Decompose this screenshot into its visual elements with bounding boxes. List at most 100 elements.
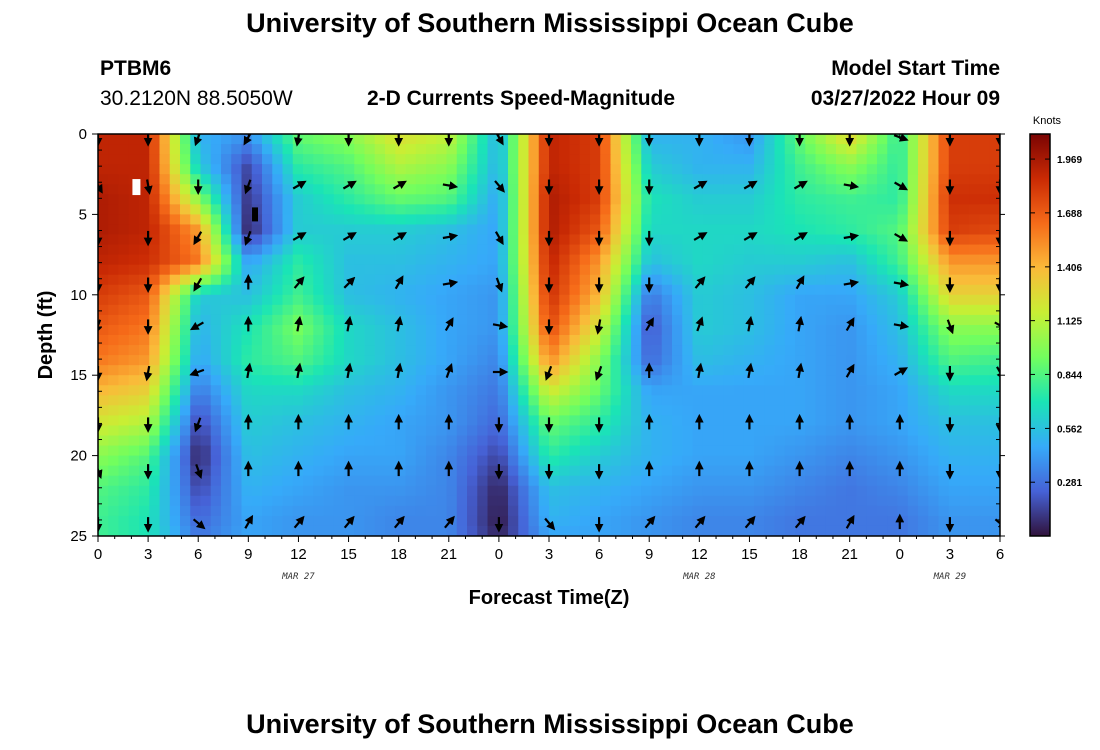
heat-cell [549,415,560,427]
heat-cell [190,314,202,326]
heat-cell [651,314,663,326]
heat-cell [692,304,704,316]
heat-cell [610,375,622,386]
heat-cell [303,465,314,477]
heat-cell [733,314,745,326]
heat-cell [282,154,294,165]
heat-cell [405,425,417,437]
current-arrow [695,316,704,332]
heat-cell [846,455,858,467]
heat-cell [405,375,417,386]
heat-cell [262,465,273,477]
heat-cell [149,495,161,507]
heat-cell [456,194,468,205]
heat-cell [815,355,827,366]
heat-cell [497,495,509,507]
heat-cell [436,144,448,155]
heat-cell [969,385,981,396]
heat-cell [600,244,612,256]
heat-cell [682,234,694,246]
heat-cell [169,284,181,296]
heat-cell [620,184,632,195]
heat-cell [159,505,171,517]
heat-cell [743,294,755,306]
heat-cell [856,224,868,236]
heat-cell [241,355,253,366]
heat-cell [795,184,806,195]
heat-cell [190,345,202,356]
heat-cell [907,455,919,467]
heat-cell [159,154,171,165]
heat-cell [518,525,530,536]
current-arrow [344,315,354,332]
heat-cell [518,485,530,497]
heat-cell [877,375,888,386]
heat-cell [815,515,827,527]
heat-cell [825,445,837,457]
heat-cell [333,214,345,226]
heat-cell [979,475,991,487]
heat-cell [897,335,909,346]
heat-cell [682,335,694,346]
heat-cell [241,385,253,396]
heat-cell [354,224,366,236]
heat-cell [108,385,120,396]
heat-cell [784,314,796,326]
heat-cell [333,204,345,215]
heat-cell [467,324,478,336]
heat-cell [590,435,601,447]
heat-cell [262,395,273,406]
heat-cell [743,345,755,356]
current-arrow [344,362,354,379]
heat-cell [251,174,263,185]
heat-cell [754,425,765,437]
heat-cell [210,314,222,326]
heat-cell [836,485,847,497]
heat-cell [590,204,601,215]
heat-cell [221,144,232,155]
heat-cell [600,405,612,416]
heat-cell [733,134,745,145]
heat-cell [979,204,991,215]
heat-cell [620,425,632,437]
heat-cell [754,284,765,296]
heat-cell [128,445,140,457]
heat-cell [426,525,437,536]
heat-cell [395,294,407,306]
heat-cell [631,204,642,215]
heat-cell [344,385,355,396]
heat-cell [446,355,458,366]
heat-cell [313,184,325,195]
heat-cell [497,405,509,416]
heat-cell [979,184,991,195]
heat-cell [897,174,909,185]
heat-cell [200,304,212,316]
heat-cell [210,134,222,145]
heat-cell [877,525,888,536]
heat-cell [128,224,140,236]
heat-cell [764,385,776,396]
heat-cell [323,224,335,236]
heat-cell [354,495,366,507]
heat-cell [661,465,673,477]
heat-cell [128,465,140,477]
heat-cell [590,335,601,346]
heat-cell [610,445,622,457]
heat-cell [672,505,683,517]
heat-cell [825,525,837,536]
heat-cell [764,134,776,145]
heat-cell [702,435,714,447]
heat-cell [631,254,642,266]
heat-cell [846,264,858,276]
heat-cell [825,465,837,477]
heat-cell [231,154,243,165]
heat-cell [887,174,899,185]
heat-cell [866,355,878,366]
heat-cell [620,525,632,536]
heat-cell [221,134,232,145]
heat-cell [528,475,540,487]
heat-cell [713,365,724,376]
heat-cell [846,294,858,306]
heat-cell [846,355,858,366]
heat-cell [969,214,981,226]
